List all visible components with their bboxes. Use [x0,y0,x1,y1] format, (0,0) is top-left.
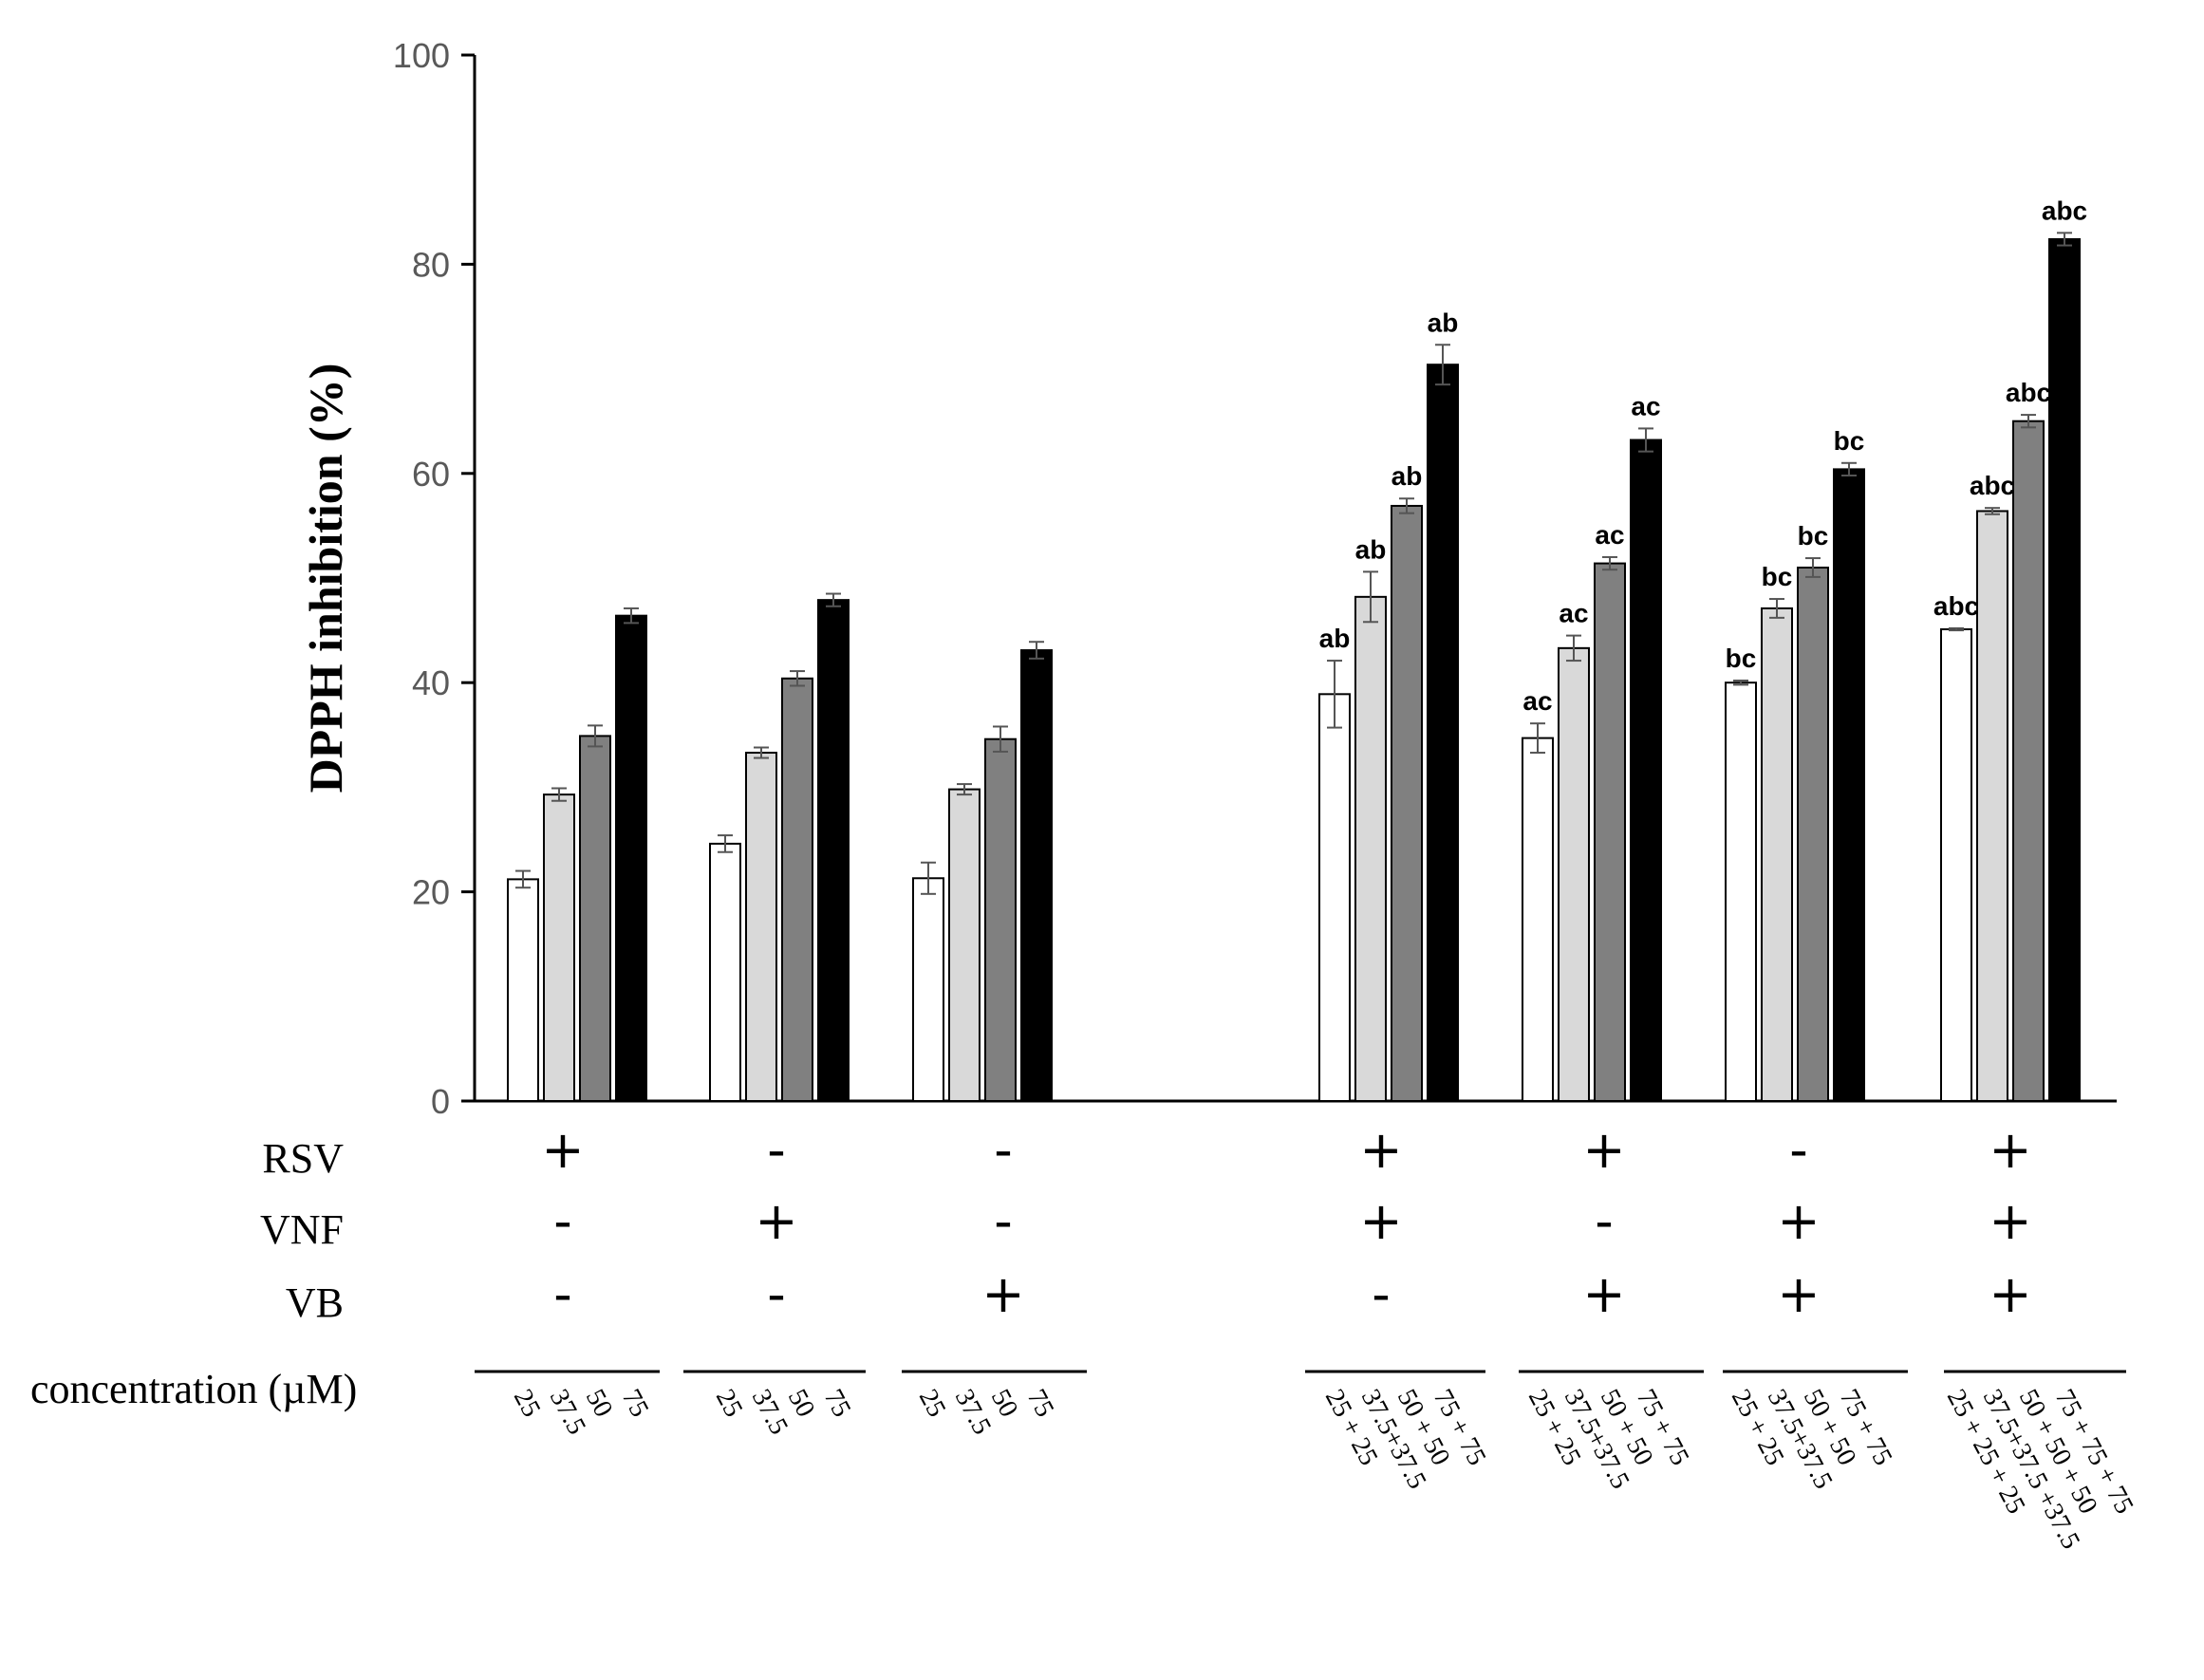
bar [709,842,741,1103]
concentration-label: 37.5 [544,1385,591,1440]
y-tick-label: 100 [393,36,450,75]
sign-vnf: + [1359,1191,1402,1251]
bar [1391,504,1423,1102]
significance-label: abc [2006,378,2051,407]
concentration-label: 37.5 [746,1385,794,1440]
row-label-vnf: VNF [260,1206,344,1253]
bar [948,788,981,1102]
sign-vb: - [553,1264,572,1324]
row-label-concentration: concentration (µM) [30,1366,357,1412]
sign-rsv: - [1789,1120,1808,1180]
bar [1976,510,2008,1102]
significance-label: bc [1834,426,1865,456]
concentration-label: 25 [710,1385,749,1422]
y-tick-label: 40 [412,663,450,702]
significance-label: abc [2042,196,2087,225]
sign-rsv: + [1989,1120,2031,1180]
sign-vnf: - [994,1191,1013,1251]
significance-label: abc [1933,591,1979,621]
bar [1630,439,1662,1102]
sign-rsv: + [1359,1120,1402,1180]
bar [1020,649,1053,1103]
y-ticks: 0 20 40 60 80 100 [393,36,475,1121]
bar [543,793,575,1102]
bar [1427,364,1459,1102]
bar [2012,420,2045,1102]
significance-label: ab [1319,624,1351,653]
significance-label: ac [1559,599,1588,628]
bar [579,735,611,1102]
significance-label: bc [1726,644,1757,673]
y-axis-title: DPPH inhibition (%) [299,364,352,793]
sign-vnf: + [1777,1191,1820,1251]
sign-table: + - - - + - - - + + + - + - + - + + + + + [541,1120,2031,1324]
bar [1558,646,1590,1102]
sign-vb: + [981,1264,1024,1324]
sign-rsv: + [541,1120,584,1180]
sign-vb: + [1989,1264,2031,1324]
significance-label: ab [1355,534,1387,564]
bar [1833,468,1865,1102]
bar [1940,627,1972,1102]
bar [1354,595,1387,1102]
significance-label: ac [1522,686,1552,716]
bar [1725,681,1757,1102]
concentration-label: 75 [616,1385,655,1422]
concentration-label: 25 [913,1385,952,1422]
row-label-rsv: RSV [262,1135,344,1182]
sign-vnf: - [1595,1191,1614,1251]
sign-rsv: - [767,1120,786,1180]
bar [1594,562,1626,1102]
sign-vb: - [767,1264,786,1324]
sign-vb: + [1777,1264,1820,1324]
significance-label: ab [1392,461,1423,491]
significance-label: ac [1631,391,1660,420]
bar [615,614,647,1102]
sign-rsv: + [1582,1120,1625,1180]
bar [507,878,539,1102]
significance-label: bc [1798,521,1829,551]
bar [817,599,850,1102]
y-tick-label: 80 [412,245,450,284]
concentration-label: 37.5 [949,1385,997,1440]
y-tick-label: 0 [431,1082,450,1121]
bar [1797,566,1829,1102]
y-tick-label: 60 [412,455,450,494]
bar [2048,237,2081,1102]
row-label-vb: VB [286,1279,344,1326]
bar [1761,607,1793,1102]
sign-vnf: + [1989,1191,2031,1251]
row-labels: RSV VNF VB concentration (µM) [30,1135,357,1412]
sign-vb: + [1582,1264,1625,1324]
concentration-label: 25 [508,1385,547,1422]
bar [1522,737,1554,1103]
sign-vnf: - [553,1191,572,1251]
significance-label: abc [1970,471,2015,500]
bar [781,677,813,1102]
bar [984,737,1017,1102]
concentration-label: 75 [818,1385,857,1422]
significance-label: bc [1762,562,1793,591]
concentration-label: 75 [1021,1385,1060,1422]
sign-vb: - [1372,1264,1391,1324]
bar [745,752,777,1102]
sign-rsv: - [994,1120,1013,1180]
significance-label: ac [1595,520,1624,550]
significance-label: ab [1428,308,1459,337]
y-tick-label: 20 [412,873,450,912]
bar [1318,693,1351,1103]
bar [912,877,944,1102]
sign-vnf: + [755,1191,797,1251]
